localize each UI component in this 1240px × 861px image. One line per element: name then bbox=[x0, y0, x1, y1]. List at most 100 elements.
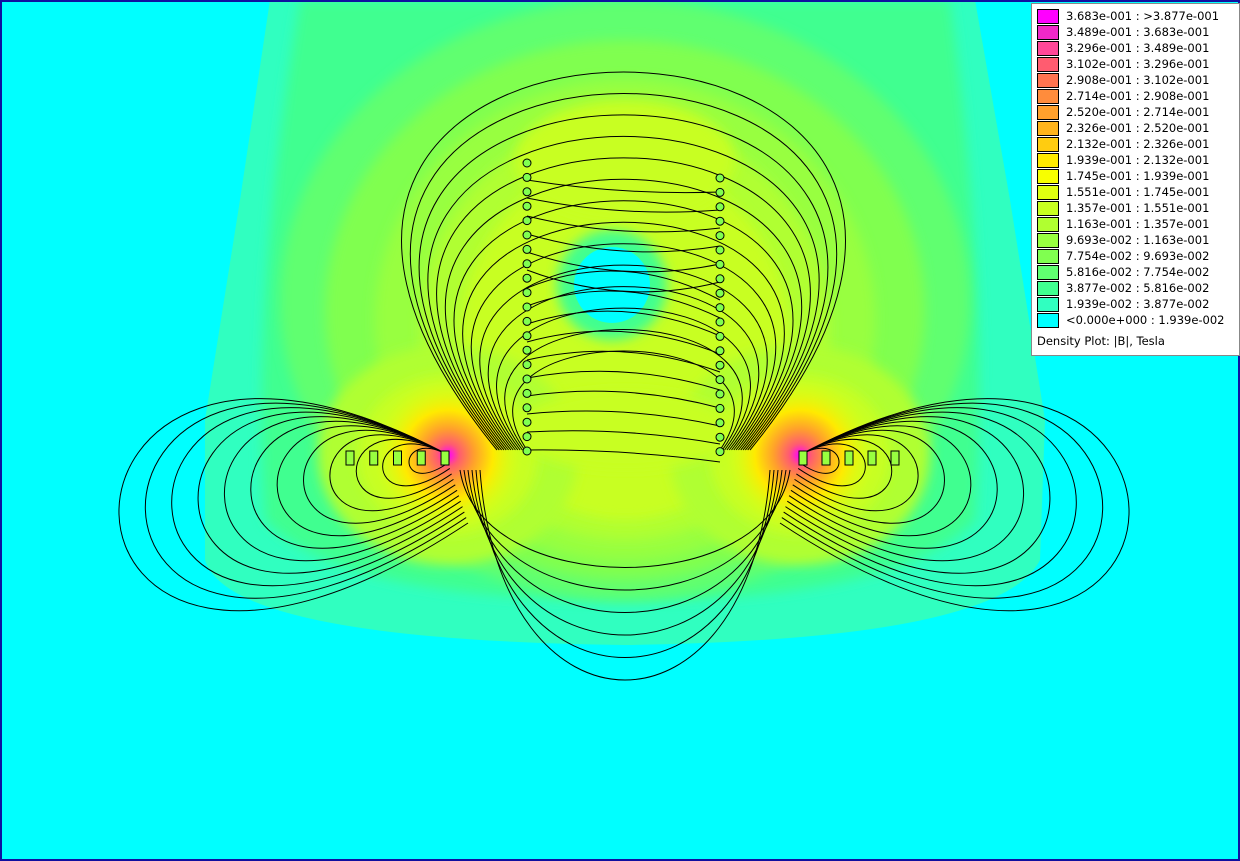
legend-swatch bbox=[1037, 104, 1059, 120]
legend-entry: 1.551e-001 : 1.745e-001 bbox=[1037, 184, 1239, 200]
legend-label: 1.939e-001 : 2.132e-001 bbox=[1066, 153, 1210, 167]
legend-entry: 2.520e-001 : 2.714e-001 bbox=[1037, 104, 1239, 120]
flux-line bbox=[445, 178, 802, 451]
coil-conductor bbox=[715, 360, 725, 370]
legend-entry: 2.326e-001 : 2.520e-001 bbox=[1037, 120, 1239, 136]
flux-line bbox=[526, 370, 721, 391]
coil-conductor bbox=[715, 418, 725, 428]
legend-label: 2.714e-001 : 2.908e-001 bbox=[1066, 89, 1210, 103]
flux-line bbox=[526, 430, 721, 445]
flux-line bbox=[462, 221, 785, 451]
flux-line bbox=[799, 448, 840, 474]
coil-conductor bbox=[522, 374, 532, 384]
coil-conductor bbox=[715, 259, 725, 269]
flux-line bbox=[781, 402, 1104, 599]
coil-conductor bbox=[715, 303, 725, 313]
flux-line bbox=[470, 243, 777, 451]
legend-label: 3.683e-001 : >3.877e-001 bbox=[1066, 9, 1220, 23]
flux-line bbox=[471, 469, 779, 636]
legend-swatch bbox=[1037, 40, 1059, 56]
coil-conductor bbox=[821, 450, 831, 466]
coil-conductor bbox=[522, 388, 532, 398]
coil-conductor bbox=[522, 446, 532, 456]
legend-entry: 5.816e-002 : 7.754e-002 bbox=[1037, 264, 1239, 280]
coil-conductor bbox=[522, 417, 532, 427]
flux-line bbox=[409, 92, 838, 451]
flux-line bbox=[796, 438, 893, 499]
coil-conductor bbox=[522, 288, 532, 298]
legend-label: <0.000e+000 : 1.939e-002 bbox=[1066, 313, 1225, 327]
flux-line bbox=[475, 469, 775, 658]
coil-conductor bbox=[522, 273, 532, 283]
field-region bbox=[574, 247, 650, 323]
flux-line bbox=[250, 420, 460, 549]
flux-line bbox=[779, 398, 1130, 612]
legend-entry: 9.693e-002 : 1.163e-001 bbox=[1037, 232, 1239, 248]
legend-label: 3.296e-001 : 3.489e-001 bbox=[1066, 41, 1210, 55]
coil-conductor bbox=[522, 187, 532, 197]
coil-conductor bbox=[522, 345, 532, 355]
flux-line bbox=[488, 286, 759, 451]
flux-line bbox=[797, 443, 866, 487]
flux-line bbox=[479, 264, 768, 451]
flux-line bbox=[794, 434, 919, 512]
coil-conductor bbox=[440, 450, 450, 466]
flux-line bbox=[526, 233, 721, 253]
flux-line bbox=[786, 416, 1025, 562]
legend-swatch bbox=[1037, 312, 1059, 328]
legend-swatch bbox=[1037, 24, 1059, 40]
coil-conductor bbox=[715, 245, 725, 255]
legend-label: 7.754e-002 : 9.693e-002 bbox=[1066, 249, 1210, 263]
legend-label: 2.520e-001 : 2.714e-001 bbox=[1066, 105, 1210, 119]
coil-conductor bbox=[345, 450, 355, 466]
flux-line bbox=[355, 438, 452, 499]
flux-line bbox=[171, 407, 465, 587]
flux-line bbox=[223, 416, 462, 562]
legend-label: 1.163e-001 : 1.357e-001 bbox=[1066, 217, 1210, 231]
legend-entry: 2.908e-001 : 3.102e-001 bbox=[1037, 72, 1239, 88]
flux-line bbox=[783, 407, 1077, 587]
coil-conductor bbox=[715, 202, 725, 212]
legend-swatch bbox=[1037, 168, 1059, 184]
flux-line bbox=[504, 329, 743, 451]
coil-conductor bbox=[715, 375, 725, 385]
coil-conductor bbox=[522, 316, 532, 326]
legend-label: 3.489e-001 : 3.683e-001 bbox=[1066, 25, 1210, 39]
flux-line bbox=[496, 307, 751, 451]
legend-swatch bbox=[1037, 56, 1059, 72]
coil-conductor bbox=[522, 302, 532, 312]
coil-conductor bbox=[522, 230, 532, 240]
field-region bbox=[515, 390, 735, 470]
coil-conductor bbox=[715, 187, 725, 197]
coil-conductor bbox=[522, 360, 532, 370]
legend-label: 2.908e-001 : 3.102e-001 bbox=[1066, 73, 1210, 87]
legend-entry: 3.489e-001 : 3.683e-001 bbox=[1037, 24, 1239, 40]
flux-line bbox=[526, 390, 721, 409]
flux-line bbox=[512, 350, 735, 451]
legend-swatch bbox=[1037, 136, 1059, 152]
legend-entry: 2.132e-001 : 2.326e-001 bbox=[1037, 136, 1239, 152]
flux-line bbox=[144, 402, 467, 599]
flux-line bbox=[479, 469, 771, 681]
legend-entry: 3.683e-001 : >3.877e-001 bbox=[1037, 8, 1239, 24]
legend-label: 5.816e-002 : 7.754e-002 bbox=[1066, 265, 1210, 279]
flux-line bbox=[526, 330, 721, 355]
flux-line bbox=[785, 411, 1051, 574]
coil-conductor bbox=[522, 259, 532, 269]
legend-entry: 1.745e-001 : 1.939e-001 bbox=[1037, 168, 1239, 184]
coil-conductor bbox=[715, 317, 725, 327]
flux-line bbox=[526, 270, 721, 301]
legend-swatch bbox=[1037, 248, 1059, 264]
flux-line bbox=[197, 411, 463, 574]
legend-entry: 3.296e-001 : 3.489e-001 bbox=[1037, 40, 1239, 56]
flux-line bbox=[788, 420, 998, 549]
flux-line bbox=[453, 200, 794, 451]
coil-conductor bbox=[715, 346, 725, 356]
coil-conductor bbox=[715, 274, 725, 284]
legend-label: 1.939e-002 : 3.877e-002 bbox=[1066, 297, 1210, 311]
flux-line bbox=[329, 434, 454, 512]
coil-conductor bbox=[715, 447, 725, 457]
legend-label: 1.357e-001 : 1.551e-001 bbox=[1066, 201, 1210, 215]
flux-line bbox=[526, 350, 721, 373]
